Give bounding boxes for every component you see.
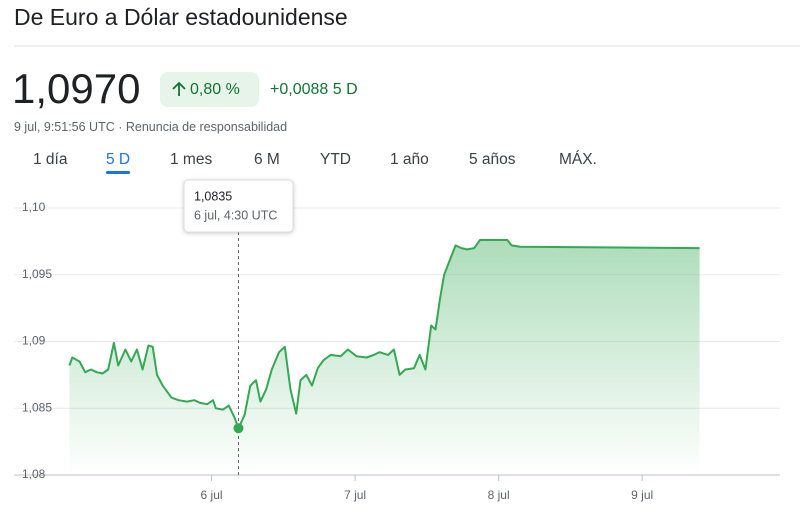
plot: 1,08 1,085 1,09 1,095 1,10 6 jul 7 jul 8 jul 9 j… [14,179,780,502]
tab[interactable]: MÁX. [559,151,597,168]
tab[interactable]: 1 año [390,151,429,168]
price-line [68,239,700,430]
tooltip-time: 6 jul, 4:30 UTC [194,208,277,222]
x-tick-label: 7 jul [344,488,366,502]
tabs: 1 día 5 D 1 mes 6 M YTD 1 año 5 años MÁX. [33,151,597,174]
tab-underline [106,171,131,174]
arrow-up-icon [172,81,186,96]
y-tick-label: 1,085 [22,400,52,414]
x-tick-label: 8 jul [488,488,510,502]
tab[interactable]: YTD [320,151,351,168]
title: De Euro a Dólar estadounidense [14,4,348,30]
x-tick-label: 6 jul [201,488,223,502]
price: 1,0970 [12,65,140,112]
tab[interactable]: 1 día [33,151,68,168]
tab[interactable]: 1 mes [170,151,212,168]
y-tick-label: 1,10 [22,200,46,214]
time: 9 jul, 9:51:56 UTC [14,120,115,134]
area-fill [69,240,700,475]
tab[interactable]: 6 M [254,151,280,168]
tooltip-value: 1,0835 [194,189,232,203]
cursor-dot [233,423,244,434]
tooltip-box [183,179,294,233]
tab[interactable]: 5 años [469,151,516,168]
timestamp: 9 jul, 9:51:56 UTC · Renuncia de respons… [14,120,287,134]
change-percent: 0,80 % [190,81,240,98]
y-tick-label: 1,095 [22,267,52,281]
y-tick-label: 1,09 [22,334,46,348]
disclaimer[interactable]: Renuncia de responsabilidad [126,120,287,134]
change-chip [160,72,259,107]
change-abs: +0,0088 5 D [270,81,358,98]
tab[interactable]: 5 D [106,151,130,168]
y-tick-label: 1,08 [22,467,46,481]
x-tick-label: 9 jul [631,488,653,502]
